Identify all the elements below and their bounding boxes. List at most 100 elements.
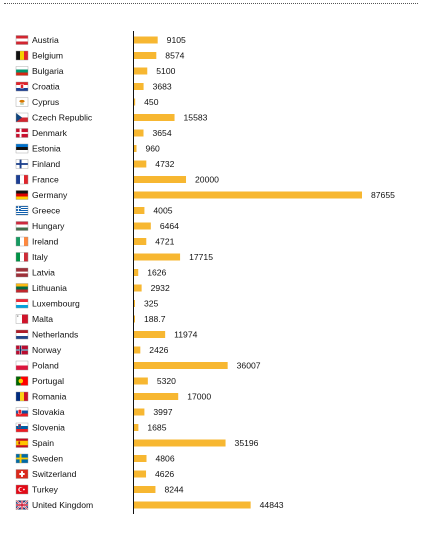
value-label-ireland: 4721 <box>155 237 174 247</box>
value-label-switzerland: 4626 <box>155 469 174 479</box>
bar-lithuania <box>134 284 142 292</box>
bar-hungary <box>134 222 151 230</box>
bar-estonia <box>134 145 137 152</box>
flag-finland-icon <box>15 159 29 169</box>
flag-luxembourg-icon <box>15 298 29 309</box>
bar-finland <box>134 160 147 168</box>
category-label-austria: Austria <box>32 35 59 45</box>
flag-portugal-icon <box>15 376 29 386</box>
category-label-spain: Spain <box>32 438 54 448</box>
value-label-portugal: 5320 <box>157 376 176 386</box>
flag-france-icon <box>15 174 29 185</box>
category-label-poland: Poland <box>32 361 59 371</box>
bar-czech-republic <box>134 114 175 121</box>
value-label-norway: 2426 <box>149 345 168 355</box>
value-label-spain: 35196 <box>235 438 259 448</box>
bar-turkey <box>134 486 156 493</box>
bar-france <box>134 176 187 183</box>
value-label-austria: 9105 <box>167 35 186 45</box>
value-label-estonia: 960 <box>145 144 160 154</box>
category-label-hungary: Hungary <box>32 221 65 231</box>
bar-sweden <box>134 455 147 462</box>
flag-czech-republic-icon <box>15 112 29 123</box>
bar-spain <box>134 439 226 447</box>
flag-poland-icon <box>15 360 29 371</box>
value-label-france: 20000 <box>195 175 219 185</box>
bar-slovenia <box>134 424 139 431</box>
category-label-estonia: Estonia <box>32 144 61 154</box>
category-label-france: France <box>32 175 59 185</box>
bar-luxembourg <box>134 300 135 307</box>
value-label-poland: 36007 <box>237 361 261 371</box>
bar-croatia <box>134 83 144 90</box>
value-label-netherlands: 11974 <box>174 330 197 340</box>
category-label-croatia: Croatia <box>32 82 60 92</box>
bar-malta <box>134 315 135 323</box>
category-label-greece: Greece <box>32 206 60 216</box>
value-label-denmark: 3654 <box>153 128 172 138</box>
bar-portugal <box>134 377 148 385</box>
value-label-slovenia: 1685 <box>147 423 166 433</box>
flag-slovenia-icon <box>15 422 29 433</box>
category-label-turkey: Turkey <box>32 485 59 495</box>
value-label-romania: 17000 <box>187 392 211 402</box>
category-label-united-kingdom: United Kingdom <box>32 500 93 510</box>
flag-ireland-icon <box>15 236 29 247</box>
bar-germany <box>134 191 362 199</box>
category-label-sweden: Sweden <box>32 454 63 464</box>
category-label-ireland: Ireland <box>32 237 58 247</box>
value-label-cyprus: 450 <box>144 97 159 107</box>
flag-germany-icon <box>15 190 29 200</box>
bar-greece <box>134 207 145 214</box>
flag-cyprus-icon <box>15 97 29 107</box>
category-label-czech-republic: Czech Republic <box>32 113 93 123</box>
bar-ireland <box>134 238 147 245</box>
bar-latvia <box>134 269 139 276</box>
flag-denmark-icon <box>15 128 29 138</box>
category-label-malta: Malta <box>32 314 53 324</box>
flag-greece-icon <box>15 205 29 216</box>
value-label-greece: 4005 <box>153 206 172 216</box>
bar-denmark <box>134 129 144 137</box>
value-label-finland: 4732 <box>155 159 174 169</box>
category-label-denmark: Denmark <box>32 128 68 138</box>
flag-belgium-icon <box>15 50 29 61</box>
flag-austria-icon <box>15 35 29 45</box>
category-label-slovakia: Slovakia <box>32 407 65 417</box>
value-label-czech-republic: 15583 <box>184 113 208 123</box>
bar-slovakia <box>134 408 145 416</box>
flag-lithuania-icon <box>15 283 29 293</box>
flag-united-kingdom-icon <box>15 499 29 511</box>
flag-latvia-icon <box>15 267 29 278</box>
value-label-italy: 17715 <box>189 252 213 262</box>
bar-switzerland <box>134 470 147 478</box>
flag-croatia-icon <box>15 81 29 92</box>
category-label-latvia: Latvia <box>32 268 55 278</box>
value-label-luxembourg: 325 <box>144 299 159 309</box>
value-label-latvia: 1626 <box>147 268 166 278</box>
bar-poland <box>134 362 228 369</box>
bar-bulgaria <box>134 67 148 75</box>
flag-romania-icon <box>15 391 29 402</box>
bar-romania <box>134 393 179 400</box>
category-label-lithuania: Lithuania <box>32 283 67 293</box>
bar-cyprus <box>134 98 136 106</box>
value-label-slovakia: 3997 <box>153 407 172 417</box>
bar-italy <box>134 253 181 261</box>
value-label-germany: 87655 <box>371 190 395 200</box>
flag-italy-icon <box>15 252 29 262</box>
value-label-united-kingdom: 44843 <box>260 500 284 510</box>
flag-sweden-icon <box>15 453 29 464</box>
bar-united-kingdom <box>134 501 251 509</box>
flag-turkey-icon <box>15 484 29 495</box>
bar-netherlands <box>134 331 166 338</box>
category-label-germany: Germany <box>32 190 68 200</box>
flag-bulgaria-icon <box>15 66 29 76</box>
value-label-malta: 188.7 <box>144 314 166 324</box>
category-label-bulgaria: Bulgaria <box>32 66 64 76</box>
value-label-turkey: 8244 <box>164 485 183 495</box>
bar-austria <box>134 36 158 44</box>
value-label-hungary: 6464 <box>160 221 179 231</box>
value-label-lithuania: 2932 <box>151 283 170 293</box>
